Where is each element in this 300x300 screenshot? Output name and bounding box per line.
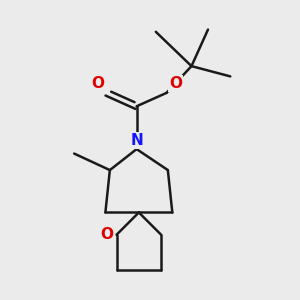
Text: N: N <box>130 133 143 148</box>
Text: O: O <box>91 76 104 91</box>
Text: O: O <box>169 76 182 91</box>
Text: O: O <box>100 227 113 242</box>
